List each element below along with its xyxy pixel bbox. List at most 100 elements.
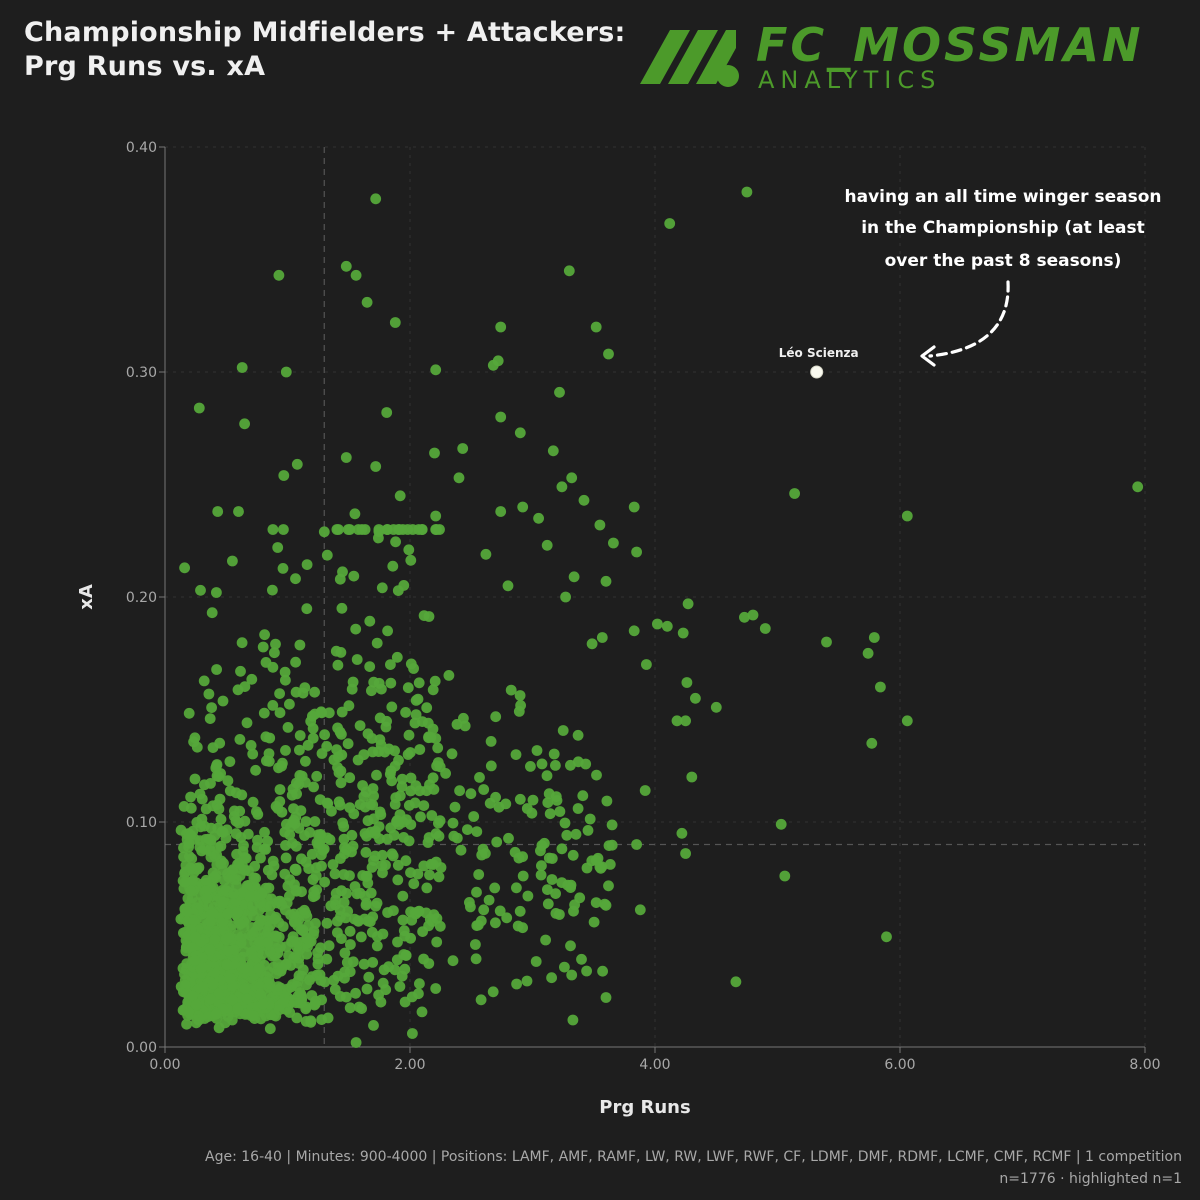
data-point [512, 920, 524, 932]
data-point [530, 956, 542, 967]
data-point [513, 706, 525, 717]
x-axis-label: Prg Runs [599, 1097, 690, 1118]
data-point [485, 736, 497, 747]
y-tick-label: 0.10 [126, 815, 157, 831]
data-point [380, 721, 392, 733]
data-point [542, 797, 554, 808]
data-point [382, 907, 393, 918]
data-point [311, 884, 322, 896]
data-point [228, 888, 240, 899]
data-point [245, 740, 257, 751]
data-point [246, 673, 258, 685]
data-point [569, 899, 580, 911]
data-point [204, 944, 216, 956]
data-point [368, 790, 379, 802]
data-point [318, 526, 330, 538]
data-point [207, 907, 219, 919]
data-point [193, 402, 205, 414]
data-point [495, 411, 507, 423]
data-point [680, 715, 691, 727]
data-point [212, 506, 224, 517]
data-point [360, 899, 372, 911]
data-point [446, 748, 458, 760]
data-point [370, 461, 382, 472]
data-point [299, 904, 310, 916]
data-point [319, 876, 330, 888]
data-point [430, 828, 442, 839]
data-point [413, 524, 425, 535]
data-point [299, 682, 311, 693]
data-point [502, 580, 514, 592]
data-point [290, 573, 301, 585]
data-point [358, 749, 370, 761]
footer: Age: 16-40 | Minutes: 900-4000 | Positio… [205, 1146, 1182, 1190]
data-point [739, 611, 750, 623]
data-point [405, 658, 417, 670]
data-point [600, 899, 612, 911]
data-point [384, 768, 396, 780]
data-point [421, 785, 432, 797]
data-point [223, 932, 235, 944]
data-point [340, 260, 352, 272]
data-point [686, 771, 698, 783]
data-point [628, 625, 640, 637]
data-point [290, 656, 301, 668]
data-point [321, 917, 333, 929]
data-point [399, 930, 411, 942]
data-point [413, 677, 425, 689]
data-point [239, 681, 251, 692]
data-point [177, 1004, 189, 1016]
y-tick-label: 0.30 [126, 365, 157, 381]
data-point [591, 769, 602, 781]
data-point [239, 946, 251, 958]
data-point [335, 765, 347, 777]
data-point [367, 746, 379, 758]
annotation-text-line: having an all time winger season [845, 187, 1162, 207]
data-point [217, 695, 229, 707]
data-point [561, 829, 573, 841]
data-point [222, 775, 234, 787]
data-point [264, 946, 276, 957]
data-point [267, 855, 279, 867]
data-point [501, 912, 513, 924]
data-point [224, 756, 236, 767]
data-point [390, 536, 401, 548]
data-point [257, 998, 269, 1010]
data-point [588, 916, 600, 928]
data-point [559, 961, 570, 973]
data-point [866, 737, 878, 749]
data-point [490, 791, 501, 803]
data-point [527, 794, 539, 806]
data-point [430, 364, 442, 376]
data-point [608, 537, 619, 549]
data-point [269, 647, 280, 659]
data-point [563, 265, 575, 277]
data-point [343, 700, 355, 712]
data-point [254, 980, 266, 992]
data-point [225, 973, 236, 984]
data-point [393, 524, 405, 535]
data-point [399, 996, 411, 1008]
data-point [260, 844, 271, 855]
data-point [775, 818, 787, 830]
data-point [462, 824, 473, 835]
data-point [487, 359, 499, 371]
data-point [403, 544, 415, 556]
data-point [255, 852, 266, 864]
data-point [360, 847, 372, 858]
data-point [284, 698, 295, 710]
data-point [300, 1016, 312, 1027]
data-point [294, 730, 306, 741]
data-point [282, 722, 294, 733]
data-point [631, 839, 642, 850]
highlighted-point [810, 365, 824, 379]
data-point [348, 570, 360, 582]
data-point [183, 837, 195, 849]
data-point [551, 795, 563, 806]
data-point [198, 675, 210, 687]
data-point [533, 512, 544, 524]
data-point [180, 860, 192, 871]
data-point [344, 870, 355, 881]
data-point [431, 936, 443, 948]
data-point [235, 918, 246, 930]
